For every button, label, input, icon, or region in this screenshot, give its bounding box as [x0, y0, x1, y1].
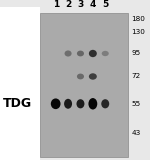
FancyBboxPatch shape: [40, 13, 128, 157]
Ellipse shape: [101, 99, 109, 108]
Text: 43: 43: [131, 129, 141, 136]
Ellipse shape: [102, 51, 109, 56]
Ellipse shape: [64, 99, 72, 109]
Ellipse shape: [88, 98, 97, 109]
Ellipse shape: [77, 74, 84, 79]
Text: 130: 130: [131, 29, 145, 35]
Ellipse shape: [76, 99, 84, 108]
Text: 5: 5: [102, 0, 108, 9]
Text: 95: 95: [131, 51, 141, 56]
Text: 72: 72: [131, 73, 141, 80]
Text: 3: 3: [77, 0, 84, 9]
FancyBboxPatch shape: [0, 7, 40, 160]
Ellipse shape: [51, 98, 61, 109]
Text: 2: 2: [65, 0, 71, 9]
Text: TDG: TDG: [3, 97, 32, 110]
Ellipse shape: [89, 50, 97, 57]
Text: 1: 1: [52, 0, 59, 9]
Ellipse shape: [77, 51, 84, 56]
Ellipse shape: [64, 50, 72, 56]
Text: 180: 180: [131, 16, 145, 22]
Text: 55: 55: [131, 101, 141, 107]
Text: 4: 4: [90, 0, 96, 9]
Ellipse shape: [89, 73, 97, 80]
